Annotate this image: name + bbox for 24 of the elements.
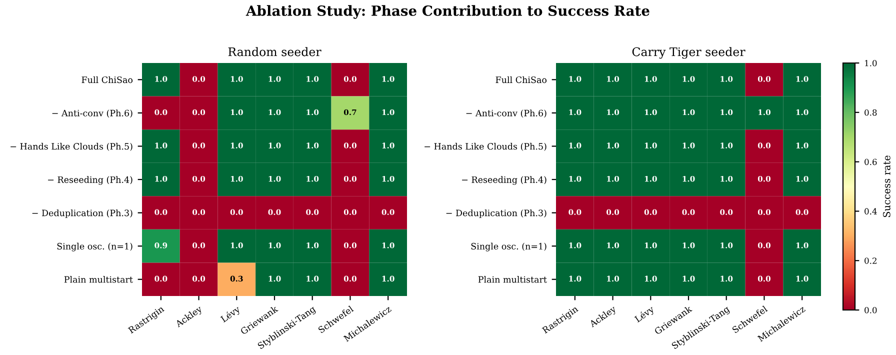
color-bar-label: 1.0	[865, 60, 877, 66]
color-bar-label: 0.4	[864, 208, 877, 214]
y-tick-label: − Deduplication (Ph.3)	[446, 209, 546, 218]
color-bar-label: 0.8	[864, 109, 877, 116]
y-tick-label: Full ChiSao	[496, 76, 547, 84]
color-bar-label: 0.0	[864, 306, 877, 314]
y-tick-label: − Hands Like Clouds (Ph.5)	[10, 142, 132, 151]
chart-title: Random seeder	[228, 47, 322, 56]
y-tick-label: Plain multistart	[478, 276, 547, 283]
y-tick-label: Single osc. (n=1)	[57, 242, 132, 252]
text: Ablation Study: Phase Contribution to Success Rate	[246, 5, 650, 19]
y-tick-label: − Anti-conv (Ph.6)	[466, 110, 546, 118]
color-bar-title: Success rate	[883, 156, 890, 218]
y-tick-label: − Reseeding (Ph.4)	[462, 176, 546, 185]
y-tick-label: Single osc. (n=1)	[471, 242, 546, 252]
y-tick-label: − Hands Like Clouds (Ph.5)	[424, 142, 546, 151]
chart-title: Carry Tiger seeder	[632, 47, 746, 59]
color-bar-label: 0.6	[864, 158, 877, 166]
y-tick-label: − Reseeding (Ph.4)	[48, 176, 132, 185]
y-tick-label: Plain multistart	[64, 276, 133, 283]
y-tick-label: Full ChiSao	[82, 76, 133, 84]
y-tick-label: − Deduplication (Ph.3)	[32, 209, 132, 218]
color-bar-label: 0.2	[864, 258, 876, 264]
y-tick-label: − Anti-conv (Ph.6)	[52, 110, 132, 118]
